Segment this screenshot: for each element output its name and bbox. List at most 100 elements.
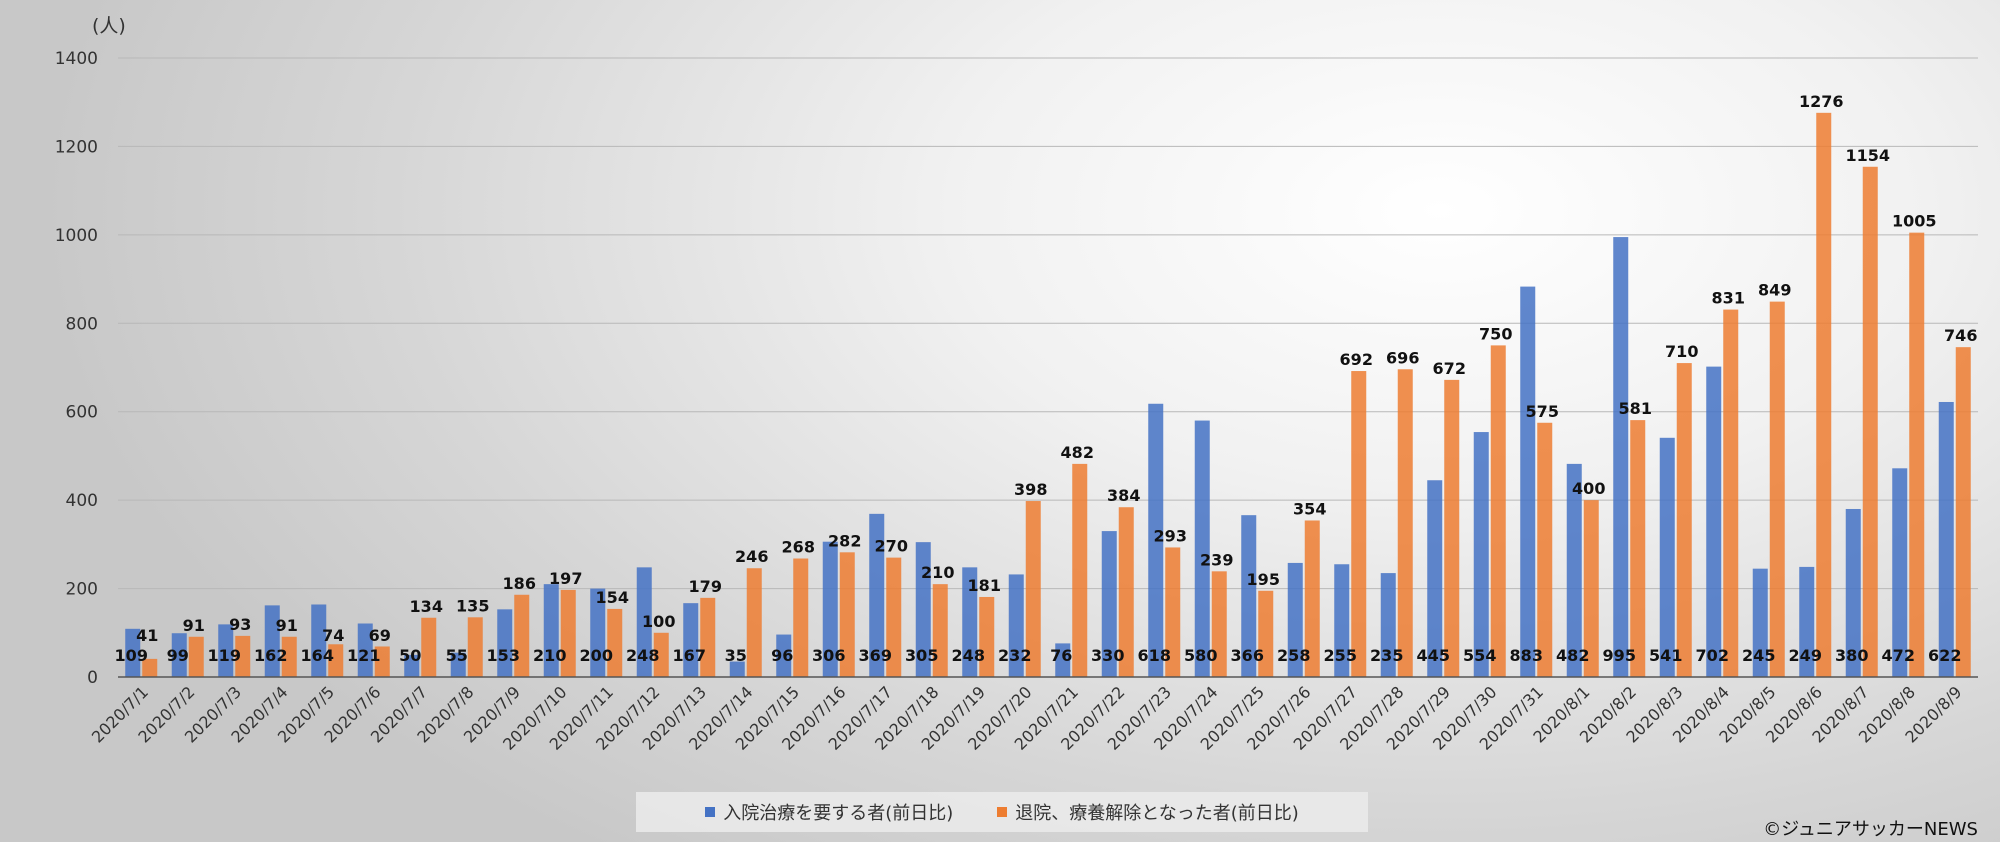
bar-series-1 bbox=[1287, 562, 1303, 677]
data-label-series-1: 380 bbox=[1835, 646, 1868, 665]
bar-series-2 bbox=[1258, 590, 1274, 677]
data-label-series-1: 119 bbox=[208, 646, 241, 665]
bar-series-1 bbox=[869, 513, 885, 677]
data-label-series-2: 195 bbox=[1247, 570, 1280, 589]
data-label-series-1: 995 bbox=[1603, 646, 1636, 665]
data-label-series-2: 239 bbox=[1200, 550, 1233, 569]
data-label-series-1: 96 bbox=[771, 646, 793, 665]
copyright-text: ©ジュニアサッカーNEWS bbox=[1763, 819, 1978, 840]
bar-series-1 bbox=[1938, 401, 1954, 677]
bar-series-1 bbox=[636, 567, 652, 677]
bar-series-2 bbox=[1444, 379, 1460, 677]
data-label-series-2: 179 bbox=[689, 577, 722, 596]
data-label-series-1: 472 bbox=[1882, 646, 1915, 665]
bar-series-2 bbox=[1537, 422, 1553, 677]
bar-series-1 bbox=[1427, 480, 1443, 677]
data-label-series-1: 162 bbox=[254, 646, 287, 665]
data-label-series-2: 831 bbox=[1712, 289, 1745, 308]
data-label-series-1: 235 bbox=[1370, 646, 1403, 665]
bar-series-2 bbox=[607, 608, 623, 677]
data-label-series-1: 35 bbox=[725, 646, 747, 665]
data-label-series-1: 109 bbox=[115, 646, 148, 665]
bar-series-2 bbox=[421, 617, 437, 677]
bar-series-1 bbox=[1752, 568, 1768, 677]
bar-series-2 bbox=[1490, 345, 1506, 677]
bar-series-1 bbox=[1706, 366, 1722, 677]
bar-series-1 bbox=[1194, 420, 1210, 677]
data-label-series-2: 93 bbox=[229, 615, 251, 634]
legend-label-series-1: 入院治療を要する者(前日比) bbox=[723, 803, 954, 824]
bar-series-1 bbox=[125, 628, 141, 677]
data-label-series-2: 181 bbox=[968, 576, 1001, 595]
bar-series-1 bbox=[822, 541, 838, 677]
bar-series-1 bbox=[1566, 463, 1582, 677]
bar-series-1 bbox=[1008, 574, 1024, 677]
bar-series-2 bbox=[1676, 363, 1692, 677]
data-label-series-2: 210 bbox=[921, 563, 954, 582]
data-label-series-2: 398 bbox=[1014, 480, 1047, 499]
data-label-series-1: 554 bbox=[1463, 646, 1496, 665]
data-label-series-1: 330 bbox=[1091, 646, 1124, 665]
bar-series-2 bbox=[1955, 347, 1971, 677]
bar-series-2 bbox=[1862, 166, 1878, 677]
data-label-series-2: 400 bbox=[1572, 479, 1605, 498]
data-label-series-1: 99 bbox=[167, 646, 189, 665]
bar-series-1 bbox=[1659, 437, 1675, 677]
data-label-series-1: 164 bbox=[301, 646, 334, 665]
data-label-series-2: 91 bbox=[183, 616, 205, 635]
bar-series-2 bbox=[886, 557, 902, 677]
y-tick-label: 1000 bbox=[55, 226, 98, 246]
bar-series-2 bbox=[700, 597, 716, 677]
data-label-series-2: 154 bbox=[596, 588, 629, 607]
data-label-series-2: 69 bbox=[369, 626, 391, 645]
bar-series-1 bbox=[590, 588, 606, 677]
data-label-series-1: 306 bbox=[812, 646, 845, 665]
bar-series-1 bbox=[1241, 515, 1257, 677]
bar-series-2 bbox=[746, 568, 762, 677]
data-label-series-1: 55 bbox=[446, 646, 468, 665]
bar-series-2 bbox=[142, 658, 158, 677]
data-label-series-2: 1276 bbox=[1799, 92, 1844, 111]
data-label-series-2: 575 bbox=[1526, 402, 1559, 421]
bar-series-2 bbox=[653, 632, 669, 677]
data-label-series-2: 710 bbox=[1665, 342, 1698, 361]
bar-series-2 bbox=[1909, 232, 1925, 677]
data-label-series-2: 134 bbox=[410, 597, 443, 616]
y-tick-label: 200 bbox=[66, 580, 98, 600]
data-label-series-1: 541 bbox=[1649, 646, 1682, 665]
bar-series-2 bbox=[1816, 112, 1832, 678]
data-label-series-1: 153 bbox=[487, 646, 520, 665]
bar-series-2 bbox=[1072, 463, 1088, 677]
legend: 入院治療を要する者(前日比) 退院、療養解除となった者(前日比) bbox=[636, 792, 1368, 832]
data-label-series-1: 482 bbox=[1556, 646, 1589, 665]
y-tick-label: 0 bbox=[87, 668, 98, 688]
bar-series-2 bbox=[1211, 571, 1227, 677]
data-label-series-2: 482 bbox=[1061, 443, 1094, 462]
data-label-series-1: 702 bbox=[1696, 646, 1729, 665]
y-tick-label: 800 bbox=[66, 314, 98, 334]
data-label-series-1: 210 bbox=[533, 646, 566, 665]
data-label-series-2: 270 bbox=[875, 537, 908, 556]
data-label-series-1: 121 bbox=[347, 646, 380, 665]
data-label-series-2: 282 bbox=[828, 531, 861, 550]
data-label-series-2: 91 bbox=[276, 616, 298, 635]
bar-series-1 bbox=[915, 542, 931, 677]
bar-series-1 bbox=[357, 623, 373, 677]
data-label-series-1: 255 bbox=[1324, 646, 1357, 665]
bar-series-1 bbox=[1101, 531, 1117, 677]
y-axis-unit-label: (人) bbox=[92, 15, 126, 37]
bar-series-1 bbox=[962, 567, 978, 677]
bar-series-1 bbox=[264, 605, 280, 677]
bar-series-2 bbox=[793, 558, 809, 677]
y-tick-label: 1200 bbox=[55, 137, 98, 157]
data-label-series-1: 167 bbox=[673, 646, 706, 665]
bar-series-1 bbox=[1799, 566, 1815, 677]
bar-series-1 bbox=[1613, 237, 1629, 677]
bar-series-2 bbox=[188, 636, 204, 677]
data-label-series-1: 248 bbox=[626, 646, 659, 665]
data-label-series-1: 305 bbox=[905, 646, 938, 665]
data-label-series-2: 354 bbox=[1293, 499, 1326, 518]
data-label-series-2: 1154 bbox=[1845, 146, 1890, 165]
bar-series-2 bbox=[281, 636, 297, 677]
